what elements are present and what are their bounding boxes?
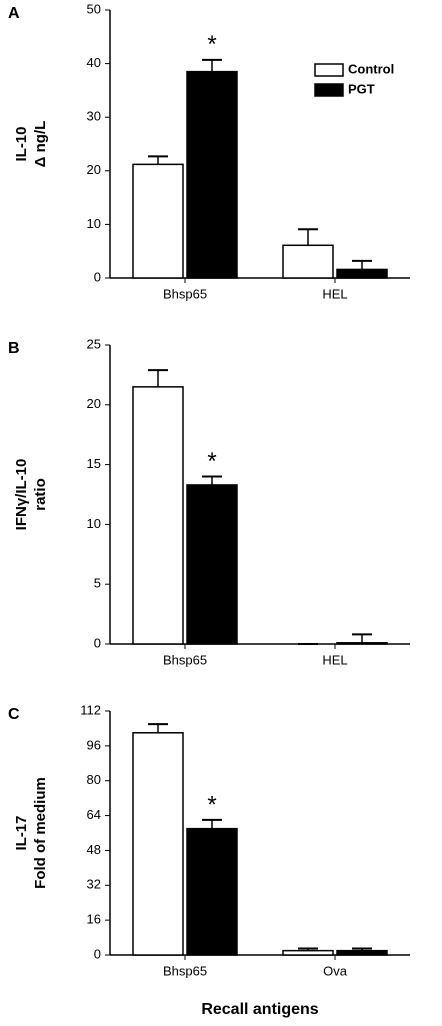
- legend-swatch: [314, 63, 344, 77]
- bar: [336, 268, 388, 279]
- y-axis-title: IL-17: [13, 815, 30, 850]
- y-tick-label: 20: [87, 396, 101, 411]
- y-tick-label: 20: [87, 162, 101, 177]
- bar: [282, 244, 334, 279]
- legend-label: Control: [348, 61, 394, 76]
- significance-mark: *: [207, 448, 216, 475]
- y-tick-label: 5: [94, 576, 101, 591]
- y-tick-label: 32: [87, 877, 101, 892]
- y-tick-label: 10: [87, 516, 101, 531]
- y-axis-title: Δ ng/L: [32, 121, 49, 168]
- y-axis-title: IFNγ/IL-10: [13, 459, 30, 531]
- y-tick-label: 0: [94, 946, 101, 961]
- bar: [186, 484, 238, 645]
- y-tick-label: 25: [87, 336, 101, 351]
- x-tick-label: Ova: [323, 963, 348, 978]
- bar: [186, 827, 238, 956]
- y-tick-label: 30: [87, 109, 101, 124]
- legend-label: PGT: [348, 81, 375, 96]
- y-tick-label: 96: [87, 737, 101, 752]
- panel-label: A: [8, 5, 20, 22]
- x-tick-label: HEL: [322, 652, 347, 667]
- y-tick-label: 64: [87, 807, 101, 822]
- y-tick-label: 0: [94, 635, 101, 650]
- y-tick-label: 16: [87, 912, 101, 927]
- x-tick-label: Bhsp65: [163, 652, 207, 667]
- bar: [336, 949, 388, 956]
- y-axis-title: Fold of medium: [32, 777, 49, 889]
- y-tick-label: 0: [94, 269, 101, 284]
- y-tick-label: 10: [87, 216, 101, 231]
- bar: [132, 163, 184, 279]
- panel-label: B: [8, 340, 20, 357]
- significance-mark: *: [207, 791, 216, 818]
- x-axis-title: Recall antigens: [201, 1001, 318, 1018]
- y-tick-label: 50: [87, 1, 101, 16]
- bar: [132, 732, 184, 956]
- panel-label: C: [8, 706, 20, 723]
- bar: [186, 70, 238, 279]
- x-tick-label: HEL: [322, 286, 347, 301]
- y-tick-label: 80: [87, 772, 101, 787]
- y-tick-label: 48: [87, 842, 101, 857]
- bar: [282, 949, 334, 956]
- y-axis-title: IL-10: [13, 126, 30, 161]
- x-tick-label: Bhsp65: [163, 286, 207, 301]
- significance-mark: *: [207, 31, 216, 58]
- y-tick-label: 40: [87, 55, 101, 70]
- y-axis-title: ratio: [32, 478, 49, 511]
- legend-swatch: [314, 83, 344, 97]
- x-tick-label: Bhsp65: [163, 963, 207, 978]
- bar: [132, 386, 184, 645]
- y-tick-label: 15: [87, 456, 101, 471]
- y-tick-label: 112: [80, 702, 101, 717]
- bar: [336, 642, 388, 645]
